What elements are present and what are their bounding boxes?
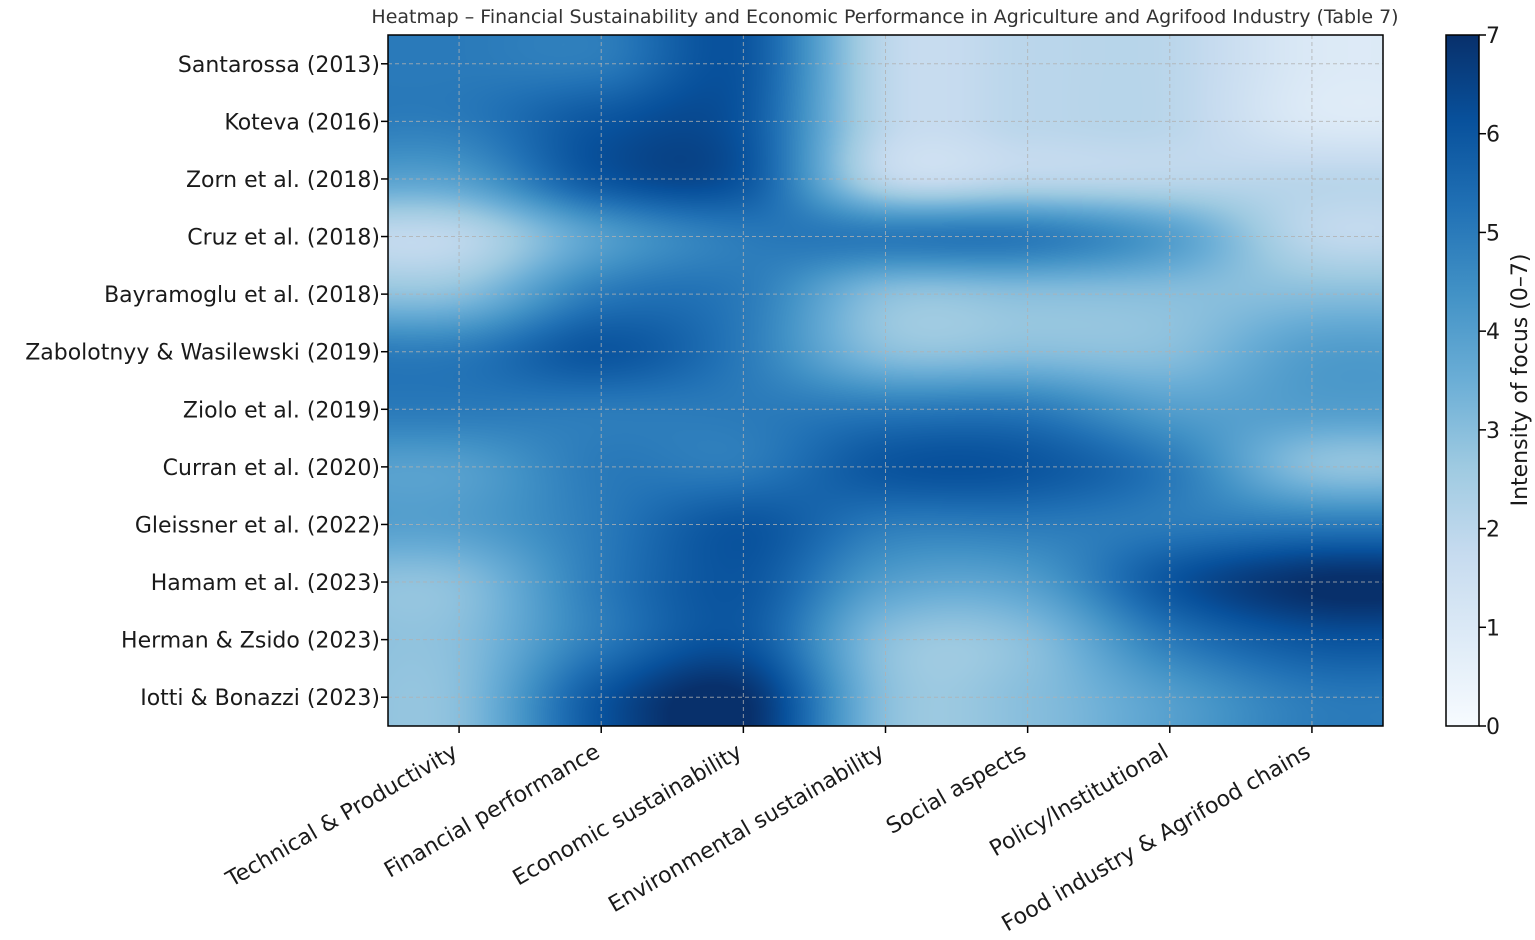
colorbar-tick-label: 7 xyxy=(1486,24,1500,49)
row-tick-label: Bayramoglu et al. (2018) xyxy=(104,283,380,308)
colorbar-label: Intensity of focus (0–7) xyxy=(1508,254,1533,507)
heatmap-cell xyxy=(672,208,814,266)
colorbar-tick-label: 1 xyxy=(1486,616,1500,641)
column-tick-label: Economic sustainability xyxy=(509,740,747,892)
row-tick-label: Curran et al. (2020) xyxy=(163,456,380,481)
row-tick-label: Iotti & Bonazzi (2023) xyxy=(140,686,380,711)
colorbar-bar xyxy=(1445,34,1480,727)
colorbar-tick-label: 2 xyxy=(1486,518,1500,543)
colorbar-tick-label: 5 xyxy=(1486,221,1500,246)
column-tick-label: Social aspects xyxy=(882,740,1030,840)
row-tick-label: Zorn et al. (2018) xyxy=(186,168,380,193)
colorbar-tick-label: 3 xyxy=(1486,419,1500,444)
column-tick-label: Environmental sustainability xyxy=(604,740,888,918)
heatmap-cell xyxy=(1099,438,1241,496)
axes xyxy=(381,34,1384,733)
row-tick-label: Gleissner et al. (2022) xyxy=(135,513,380,538)
column-tick-label: Technical & Productivity xyxy=(221,740,462,893)
row-tick-label: Santarossa (2013) xyxy=(178,53,380,78)
row-tick-label: Zabolotnyy & Wasilewski (2019) xyxy=(25,341,380,366)
row-tick-label: Herman & Zsido (2023) xyxy=(121,629,380,654)
grid-lines xyxy=(388,35,1383,726)
chart-title: Heatmap – Financial Sustainability and E… xyxy=(371,6,1398,28)
row-tick-label: Koteva (2016) xyxy=(224,110,380,135)
colorbar-tick-label: 0 xyxy=(1486,715,1500,740)
row-tick-label: Hamam et al. (2023) xyxy=(151,571,380,596)
row-tick-labels: Santarossa (2013) Koteva (2016) Zorn et al… xyxy=(25,53,380,711)
colorbar-tick-label: 6 xyxy=(1486,123,1500,148)
row-tick-label: Cruz et al. (2018) xyxy=(187,226,380,251)
colorbar: 0 1 2 3 4 5 6 7 xyxy=(1445,24,1500,740)
row-tick-label: Ziolo et al. (2019) xyxy=(183,398,380,423)
heatmap-cell xyxy=(1099,208,1241,266)
heatmap-cell xyxy=(672,438,814,496)
colorbar-tick-label: 4 xyxy=(1486,320,1500,345)
